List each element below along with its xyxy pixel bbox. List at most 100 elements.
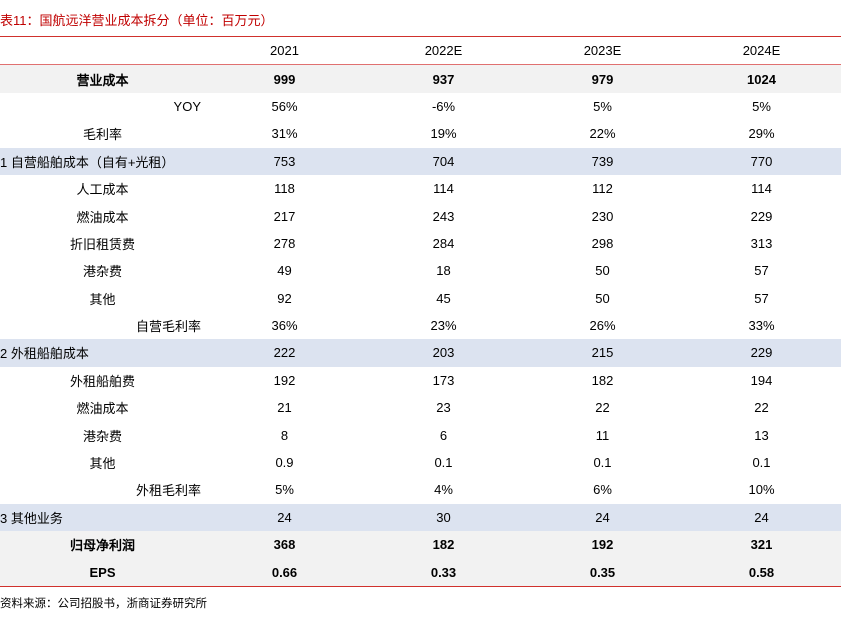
row-label: 归母净利润 bbox=[0, 531, 205, 559]
table-cell: 19% bbox=[430, 126, 457, 142]
table-cell: 92 bbox=[277, 290, 292, 306]
table-cell: 22% bbox=[589, 126, 616, 142]
table-cell: 284 bbox=[432, 235, 455, 251]
table-row: 人工成本 118 114 112 114 bbox=[0, 175, 841, 202]
header-row: 2021 2022E 2023E 2024E bbox=[0, 36, 841, 66]
table-cell: 6% bbox=[593, 482, 612, 498]
row-label: 毛利率 bbox=[82, 127, 122, 143]
table-cell: 45 bbox=[436, 290, 451, 306]
table-cell: 222 bbox=[205, 339, 364, 367]
table-row: 3 其他业务 24 30 24 24 bbox=[0, 503, 841, 532]
column-header bbox=[0, 36, 205, 66]
row-label: 港杂费 bbox=[82, 264, 122, 280]
table-cell: 49 bbox=[277, 263, 292, 279]
table-cell: 23 bbox=[436, 400, 451, 416]
row-label: 自营毛利率 bbox=[135, 319, 201, 335]
table-cell: 313 bbox=[750, 235, 773, 251]
table-cell: 24 bbox=[682, 503, 841, 532]
table-cell: 192 bbox=[273, 372, 296, 388]
table-cell: 118 bbox=[274, 181, 295, 197]
table-cell: 704 bbox=[364, 147, 523, 175]
table-row: 其他 0.9 0.1 0.1 0.1 bbox=[0, 449, 841, 476]
table-cell: 217 bbox=[273, 208, 296, 224]
table-cell: 999 bbox=[205, 64, 364, 93]
table-cell: 6 bbox=[439, 427, 448, 443]
table-cell: 10% bbox=[748, 482, 775, 498]
table-cell: 30 bbox=[364, 503, 523, 532]
table-cell: 22 bbox=[595, 400, 610, 416]
table-cell: 24 bbox=[523, 503, 682, 532]
table-cell: 0.1 bbox=[593, 455, 612, 471]
table-cell: 739 bbox=[523, 147, 682, 175]
cost-table: 2021 2022E 2023E 2024E 营业成本 999 937 979 1024 YOY 5… bbox=[0, 36, 841, 587]
row-label: 燃油成本 bbox=[76, 401, 129, 417]
table-row: 港杂费 49 18 50 57 bbox=[0, 257, 841, 284]
table-row: 2 外租船舶成本 222 203 215 229 bbox=[0, 339, 841, 367]
table-cell: 194 bbox=[750, 372, 773, 388]
table-cell: 173 bbox=[432, 372, 455, 388]
table-cell: 321 bbox=[682, 531, 841, 559]
table-cell: 0.1 bbox=[434, 455, 453, 471]
table-title: 表11：国航远洋营业成本拆分（单位：百万元） bbox=[0, 13, 274, 28]
table-row: 1 自营船舶成本（自有+光租） 753 704 739 770 bbox=[0, 147, 841, 175]
row-label: 其他 bbox=[89, 456, 116, 472]
table-cell: 182 bbox=[364, 531, 523, 559]
table-cell: 192 bbox=[523, 531, 682, 559]
row-label: 外租船舶费 bbox=[69, 373, 135, 389]
table-row: 燃油成本 217 243 230 229 bbox=[0, 202, 841, 229]
table-cell: 31% bbox=[271, 126, 298, 142]
row-label: 人工成本 bbox=[76, 182, 129, 198]
table-cell: 770 bbox=[682, 147, 841, 175]
table-cell: 753 bbox=[205, 147, 364, 175]
row-label: 港杂费 bbox=[82, 428, 122, 444]
row-label: 3 其他业务 bbox=[0, 503, 205, 532]
table-cell: 368 bbox=[205, 531, 364, 559]
table-cell: -6% bbox=[431, 98, 456, 114]
table-cell: 979 bbox=[523, 64, 682, 93]
row-label: 2 外租船舶成本 bbox=[0, 339, 205, 367]
table-cell: 114 bbox=[433, 181, 454, 197]
table-cell: 18 bbox=[436, 263, 451, 279]
table-cell: 36% bbox=[271, 318, 298, 334]
table-cell: 8 bbox=[280, 427, 289, 443]
table-row: EPS 0.66 0.33 0.35 0.58 bbox=[0, 558, 841, 587]
table-row: 归母净利润 368 182 192 321 bbox=[0, 531, 841, 559]
table-row: 自营毛利率 36% 23% 26% 33% bbox=[0, 312, 841, 339]
table-cell: 0.58 bbox=[682, 558, 841, 587]
table-cell: 114 bbox=[751, 181, 772, 197]
table-cell: 1024 bbox=[682, 64, 841, 93]
row-label: 营业成本 bbox=[0, 64, 205, 93]
table-cell: 112 bbox=[592, 181, 613, 197]
table-cell: 33% bbox=[748, 318, 775, 334]
table-cell: 0.33 bbox=[364, 558, 523, 587]
table-cell: 50 bbox=[595, 263, 610, 279]
row-label: EPS bbox=[0, 558, 205, 587]
table-row: 外租毛利率 5% 4% 6% 10% bbox=[0, 476, 841, 503]
table-cell: 230 bbox=[591, 208, 614, 224]
column-header: 2024E bbox=[682, 36, 841, 66]
table-cell: 26% bbox=[589, 318, 616, 334]
table-row: 港杂费 8 6 11 13 bbox=[0, 421, 841, 448]
table-cell: 57 bbox=[754, 263, 769, 279]
table-cell: 229 bbox=[682, 339, 841, 367]
table-cell: 0.1 bbox=[752, 455, 771, 471]
row-label: 折旧租赁费 bbox=[69, 236, 135, 252]
row-label: 外租毛利率 bbox=[135, 483, 201, 499]
table-row: 其他 92 45 50 57 bbox=[0, 285, 841, 312]
table-cell: 5% bbox=[275, 482, 294, 498]
table-cell: 182 bbox=[591, 372, 614, 388]
source-note: 资料来源：公司招股书，浙商证券研究所 bbox=[0, 598, 207, 610]
table-cell: 203 bbox=[364, 339, 523, 367]
table-cell: 13 bbox=[754, 427, 769, 443]
table-cell: 278 bbox=[273, 235, 296, 251]
table-row: 外租船舶费 192 173 182 194 bbox=[0, 367, 841, 394]
table-cell: 50 bbox=[595, 290, 610, 306]
row-label: 其他 bbox=[89, 291, 116, 307]
table-cell: 23% bbox=[430, 318, 457, 334]
table-cell: 5% bbox=[593, 98, 612, 114]
table-row: 燃油成本 21 23 22 22 bbox=[0, 394, 841, 421]
row-label: 燃油成本 bbox=[76, 209, 129, 225]
row-label: 1 自营船舶成本（自有+光租） bbox=[0, 147, 205, 175]
table-row: 营业成本 999 937 979 1024 bbox=[0, 64, 841, 93]
